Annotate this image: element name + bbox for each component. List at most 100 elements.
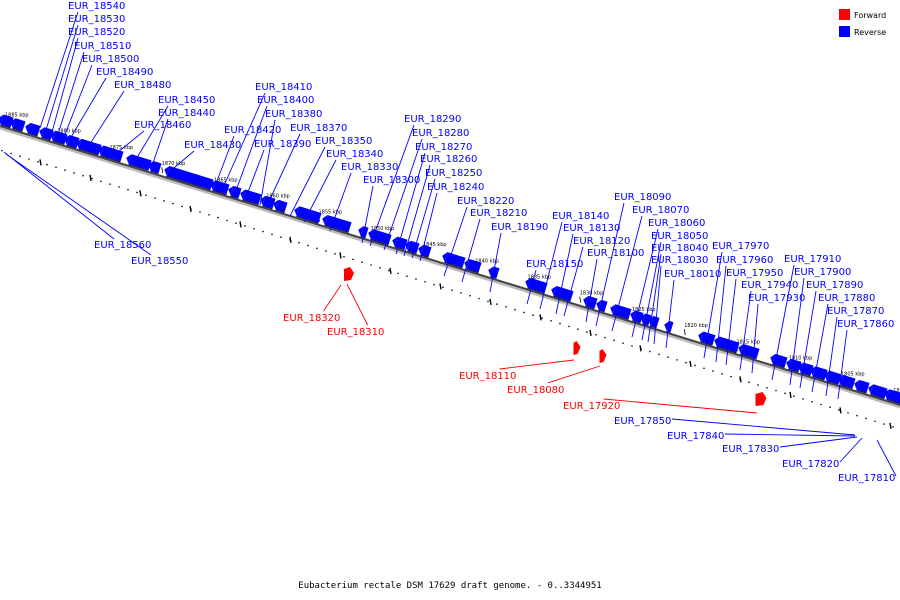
gene-block: [551, 285, 574, 302]
gene-block-edge: [230, 195, 239, 199]
gene-label: EUR_18280: [412, 128, 469, 139]
gene-label: EUR_17870: [827, 306, 884, 317]
track-dot: [658, 353, 660, 356]
track-dot: [397, 272, 399, 275]
gene-label: EUR_18490: [96, 67, 153, 78]
tick-label: 1870 kbp: [162, 161, 186, 167]
track-dot: [460, 292, 462, 294]
track-dot: [451, 289, 453, 291]
gene-block-arrow: [770, 353, 776, 364]
label-leader: [665, 279, 675, 349]
track-dot: [433, 283, 435, 286]
gene-block-arrow: [358, 226, 364, 236]
tick-label: 1810 kbp: [789, 356, 813, 362]
track-dot: [469, 294, 471, 297]
track-dot: [856, 414, 858, 417]
track-dash: [89, 174, 92, 182]
gene-block-body: [296, 206, 322, 223]
track-dot: [505, 306, 507, 308]
gene-label: EUR_18030: [651, 255, 708, 266]
gene-block-edge: [812, 375, 825, 381]
track-dot: [496, 303, 498, 305]
track-dot: [757, 384, 759, 386]
gene-block: [76, 138, 102, 156]
track-dash: [839, 407, 842, 414]
gene-label: EUR_17900: [794, 267, 851, 278]
label-leader: [265, 133, 301, 209]
label-leader: [563, 246, 584, 317]
track-dot: [388, 269, 390, 272]
label-leader: [117, 130, 145, 153]
gene-block-edge: [52, 140, 65, 145]
gene-block-edge: [394, 246, 405, 251]
track-dash: [39, 159, 42, 166]
label-leader: [303, 159, 337, 223]
label-leader: [289, 146, 326, 217]
genome-caption: Eubacterium rectale DSM 17629 draft geno…: [298, 581, 601, 591]
gene-label: EUR_18440: [158, 108, 215, 119]
gene-label: EUR_17920: [563, 401, 620, 412]
gene-block-arrow: [126, 154, 132, 164]
track-dot: [64, 169, 66, 171]
gene-block: [738, 343, 760, 360]
tick-mark: [683, 329, 686, 336]
gene-label: EUR_18310: [327, 327, 384, 338]
gene-block-arrow: [525, 277, 531, 288]
track-dot: [730, 375, 732, 378]
gene-block-arrow: [488, 266, 494, 276]
gene-block-edge: [78, 148, 99, 156]
axis-shadow: [0, 126, 900, 409]
track-dot: [91, 177, 93, 180]
track-dot: [127, 188, 129, 191]
gene-label: EUR_18350: [315, 136, 372, 147]
track-dot: [649, 350, 651, 353]
gene-block-edge: [370, 238, 389, 246]
track-dash: [439, 283, 442, 290]
gene-block: [884, 389, 900, 405]
track-dot: [406, 275, 408, 277]
gene-label: EUR_18240: [427, 182, 484, 193]
gene-block-arrow: [640, 313, 646, 324]
gene-label: EUR_18010: [664, 269, 721, 280]
track-dot: [37, 160, 39, 163]
gene-label: EUR_18380: [265, 109, 322, 120]
gene-block-edge: [420, 254, 429, 258]
label-leader: [789, 277, 805, 386]
track-dot: [181, 205, 183, 208]
gene-label: EUR_18540: [68, 1, 125, 12]
gene-block-arrow: [0, 114, 4, 125]
gene-label: EUR_18460: [134, 120, 191, 131]
label-leader: [779, 436, 858, 448]
label-leader: [603, 398, 758, 414]
gene-label: EUR_18040: [651, 243, 708, 254]
label-leader: [539, 221, 563, 310]
track-dot: [262, 230, 264, 233]
track-dot: [298, 241, 300, 244]
gene-block-edge: [716, 346, 737, 354]
label-leader: [167, 150, 195, 174]
track-dot: [523, 311, 525, 314]
track-dot: [208, 213, 210, 216]
forward-gene-block: [573, 341, 581, 355]
track-dot: [676, 359, 678, 361]
track-dash: [139, 190, 142, 197]
label-leader: [653, 265, 662, 345]
label-leader: [3, 151, 115, 240]
gene-label: EUR_18320: [283, 313, 340, 324]
gene-block-arrow: [854, 379, 860, 390]
gene-block-arrow: [273, 199, 279, 210]
legend-forward-label: Forward: [854, 11, 886, 20]
track-dot: [802, 398, 804, 400]
gene-label: EUR_18400: [257, 95, 314, 106]
track-dot: [586, 331, 588, 333]
gene-label: EUR_17970: [712, 241, 769, 252]
gene-block-arrow: [294, 206, 300, 216]
track-dot: [136, 191, 138, 194]
track-dot: [784, 392, 786, 395]
gene-block-arrow: [630, 310, 636, 321]
gene-block-body: [700, 331, 716, 345]
gene-block-arrow: [698, 331, 704, 342]
gene-block-arrow: [786, 358, 792, 369]
label-leader: [403, 164, 431, 257]
track-dot: [613, 339, 615, 342]
